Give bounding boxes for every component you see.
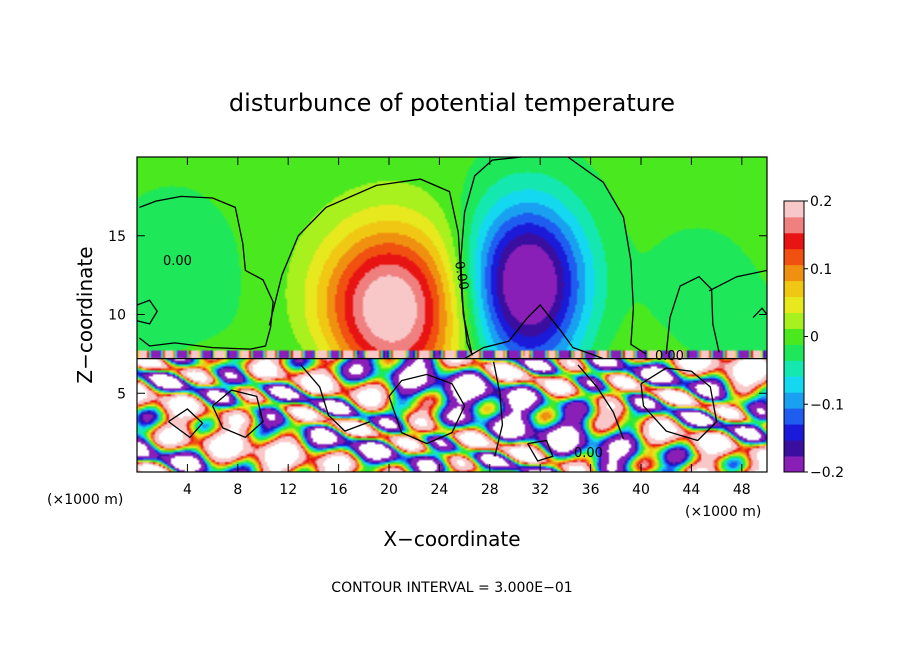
contour-line	[168, 408, 204, 439]
colorbar-swatch	[784, 264, 804, 282]
y-tick-label: 5	[117, 386, 126, 402]
colorbar-tick-label: 0	[810, 330, 819, 346]
contour-label: 0.00	[574, 446, 603, 461]
contour-line	[640, 367, 718, 442]
y-tick-label: 10	[108, 308, 126, 324]
x-tick-label: 24	[430, 482, 448, 498]
colorbar-swatch	[784, 408, 804, 425]
contour-line	[708, 269, 768, 292]
heatmap-field	[137, 157, 767, 472]
x-tick-label: 8	[233, 482, 242, 498]
x-axis-unit-left: (×1000 m)	[47, 492, 123, 508]
x-tick-label: 32	[531, 482, 549, 498]
y-axis-ticks: 5 10 15	[108, 229, 767, 402]
colorbar-tick-label: −0.1	[810, 397, 844, 413]
contour-label: 0.00	[451, 260, 471, 291]
colorbar-swatch	[784, 376, 804, 393]
colorbar-swatch	[784, 232, 804, 250]
x-tick-label: 20	[380, 482, 398, 498]
colorbar-swatch	[784, 344, 804, 361]
contour-line	[567, 156, 647, 355]
colorbar-tick-label: 0.1	[810, 262, 832, 278]
x-axis-unit-right: (×1000 m)	[685, 504, 761, 520]
colorbar-swatch	[784, 248, 804, 266]
contour-lines	[136, 156, 768, 462]
contour-label: 0.00	[163, 254, 192, 269]
x-tick-label: 4	[183, 482, 192, 498]
x-tick-label: 16	[330, 482, 348, 498]
colorbar-swatch	[784, 440, 804, 457]
contour-line	[139, 195, 274, 350]
colorbar-swatch	[784, 201, 804, 218]
colorbar-swatch	[784, 312, 804, 329]
contour-line	[665, 275, 720, 354]
x-tick-label: 44	[682, 482, 700, 498]
colorbar-tick-label: 0.2	[810, 194, 832, 210]
contour-line	[300, 364, 371, 432]
colorbar-swatch	[784, 216, 804, 234]
footer-contour-interval: CONTOUR INTERVAL = 3.000E−01	[331, 580, 572, 596]
colorbar-tick-label: −0.2	[810, 465, 844, 481]
contour-label: 0.00	[655, 349, 684, 364]
contour-line	[212, 389, 264, 439]
contour-line	[460, 156, 522, 356]
x-tick-label: 48	[733, 482, 751, 498]
x-tick-label: 36	[582, 482, 600, 498]
colorbar-swatch	[784, 280, 804, 298]
y-axis-title: Z−coordinate	[73, 246, 97, 383]
y-tick-label: 15	[108, 229, 126, 245]
contour-line	[752, 307, 768, 319]
colorbar-swatch	[784, 392, 804, 409]
colorbar-swatch	[784, 360, 804, 377]
colorbar-swatch	[784, 456, 804, 473]
colorbar-swatch	[784, 328, 804, 345]
colorbar-swatch	[784, 424, 804, 441]
x-tick-label: 28	[481, 482, 499, 498]
contour-line	[492, 361, 504, 457]
contour-line	[464, 304, 604, 360]
contour-line	[388, 373, 466, 445]
contour-line	[577, 364, 625, 440]
x-axis-ticks: 4 8 12 16 20 24 28 32 36 40 44 48	[183, 157, 751, 498]
chart-title: disturbunce of potential temperature	[229, 89, 675, 117]
colorbar-swatch	[784, 296, 804, 313]
contour-line	[527, 439, 554, 462]
x-axis-title: X−coordinate	[383, 527, 520, 551]
colorbar: 0.2 0.1 0 −0.1 −0.2	[783, 194, 844, 481]
contour-line	[136, 299, 158, 325]
x-tick-label: 40	[632, 482, 650, 498]
x-tick-label: 12	[279, 482, 297, 498]
heatmap-area	[136, 156, 768, 473]
